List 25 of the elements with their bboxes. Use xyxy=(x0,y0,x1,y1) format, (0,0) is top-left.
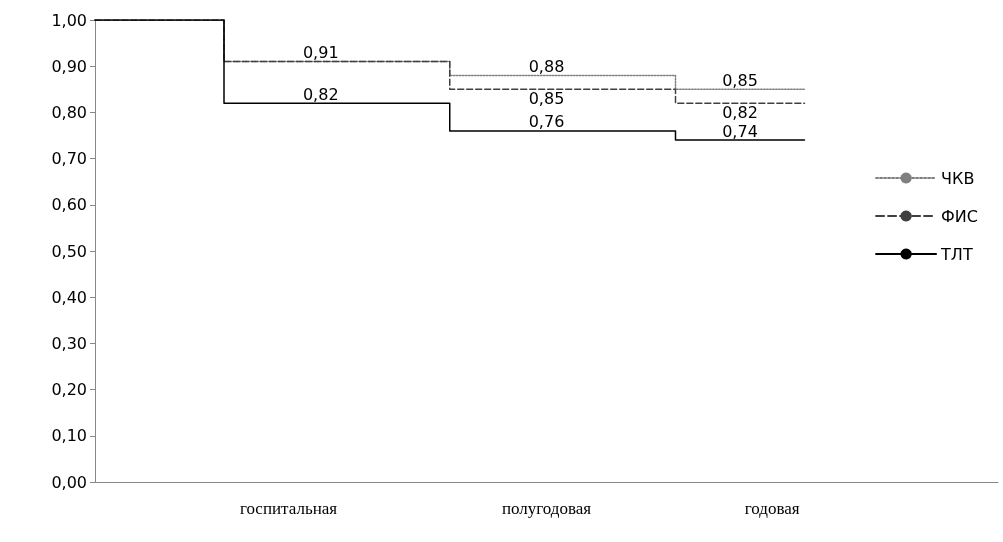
y-tick-label: 1,00 xyxy=(51,10,87,30)
y-tick-label: 0,70 xyxy=(51,149,87,169)
legend-label: ЧКВ xyxy=(941,168,975,188)
y-tick-label: 0,90 xyxy=(51,56,87,76)
data-label: 0,82 xyxy=(722,102,758,122)
data-label: 0,76 xyxy=(528,112,565,132)
y-tick-label: 0,40 xyxy=(51,287,87,307)
data-label: 0,85 xyxy=(722,70,758,90)
y-tick-label: 0,00 xyxy=(51,472,87,492)
data-label: 0,88 xyxy=(528,56,565,76)
data-label: 0,74 xyxy=(722,121,758,141)
legend-label: ФИС xyxy=(941,206,979,226)
x-tick-label: годовая xyxy=(744,499,800,518)
y-tick-label: 0,60 xyxy=(51,195,87,215)
legend-label: ТЛТ xyxy=(940,244,973,264)
data-label: 0,82 xyxy=(302,84,339,104)
data-label: 0,85 xyxy=(528,88,565,108)
y-tick-label: 0,50 xyxy=(51,241,87,261)
y-tick-label: 0,80 xyxy=(51,102,87,122)
x-tick-label: госпитальная xyxy=(239,499,338,518)
data-label: 0,91 xyxy=(302,43,339,63)
y-tick-label: 0,20 xyxy=(51,380,87,400)
x-tick-label: полугодовая xyxy=(501,499,592,518)
y-tick-label: 0,10 xyxy=(51,426,87,446)
y-tick-label: 0,30 xyxy=(51,333,87,353)
